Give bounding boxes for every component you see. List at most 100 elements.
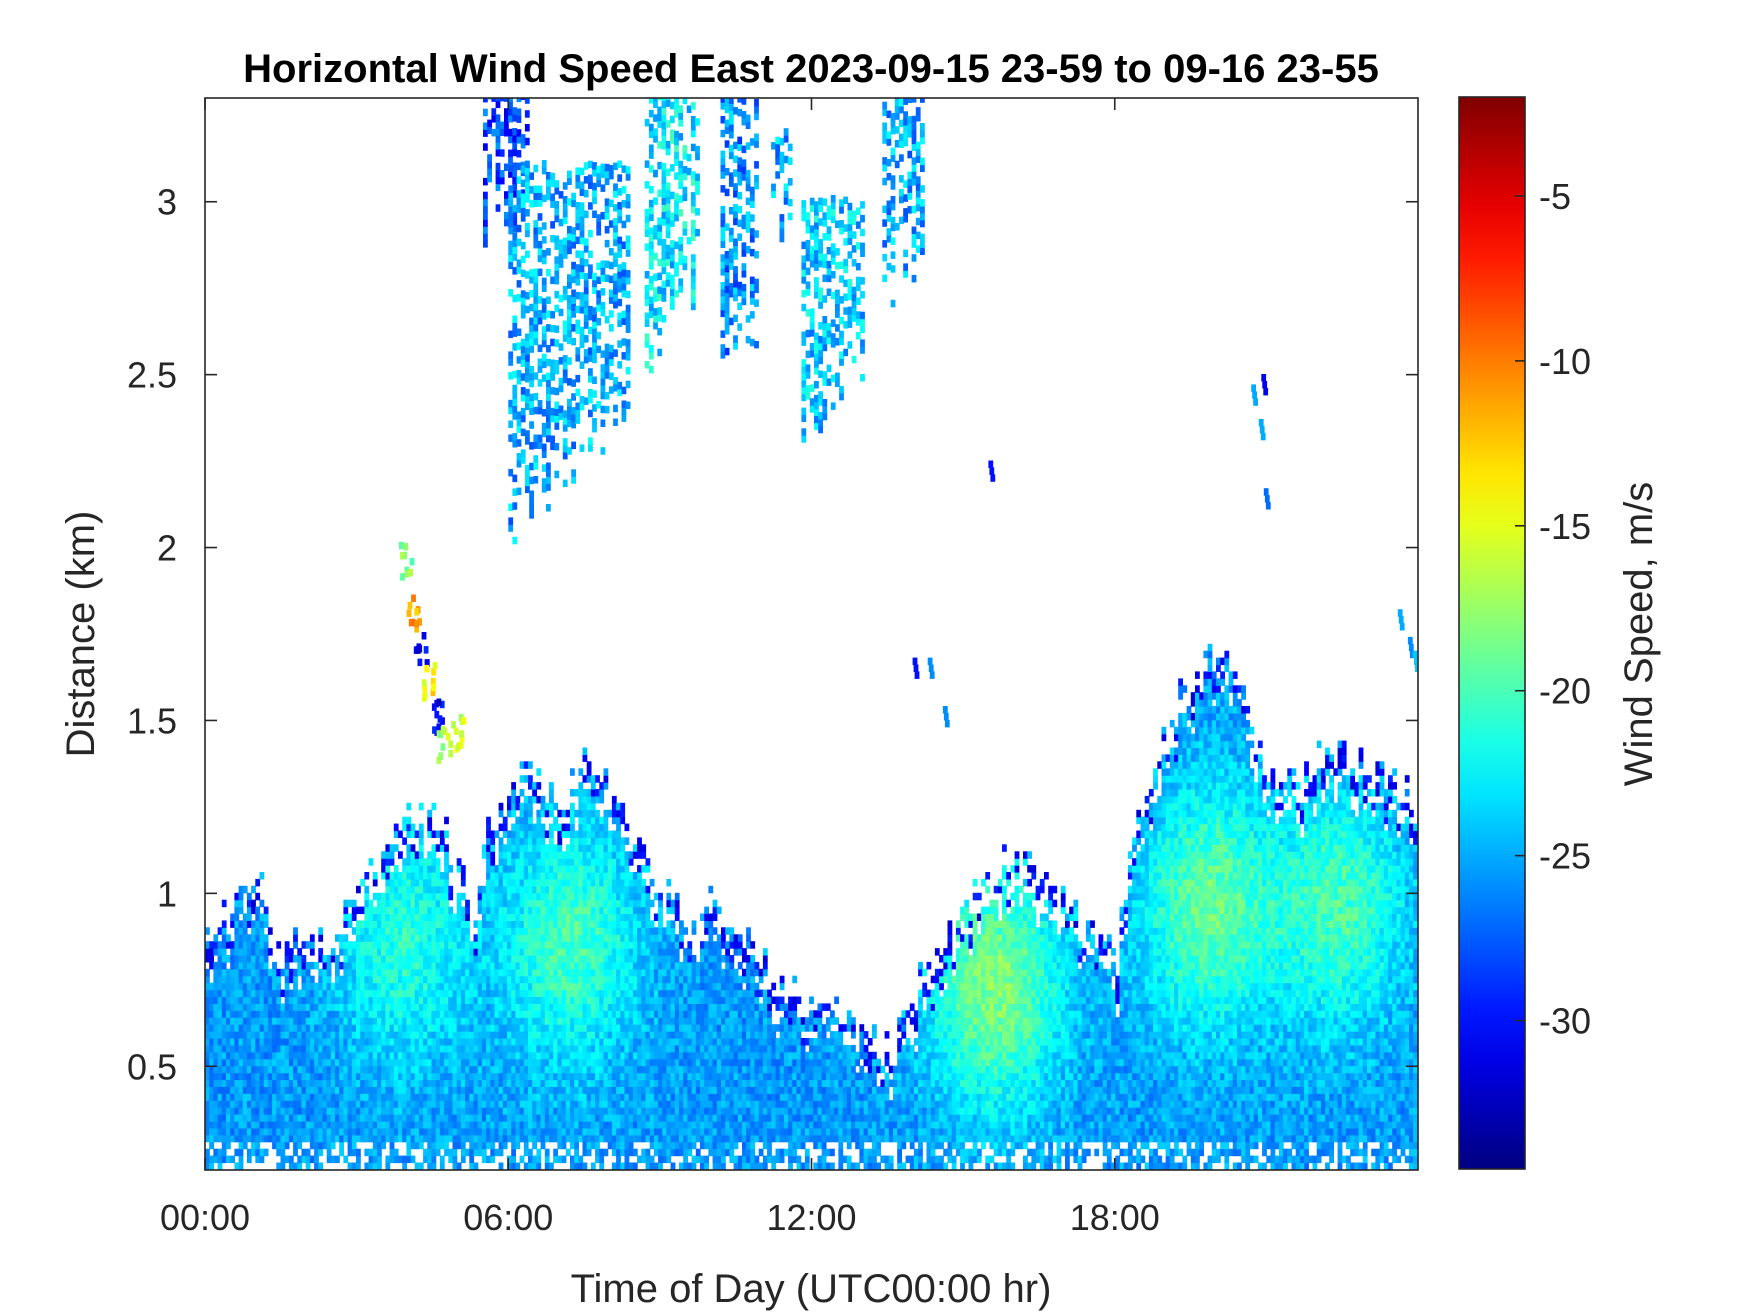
heatmap-cell-4635	[674, 1148, 680, 1157]
heatmap-cell-4419	[649, 1107, 655, 1115]
heatmap-cell-1392	[381, 1065, 386, 1074]
heatmap-cell-4902	[708, 1121, 714, 1129]
heatmap-cell-1321	[372, 1017, 378, 1025]
heatmap-cell-2832	[515, 899, 521, 908]
heatmap-cell-3137	[540, 1003, 546, 1011]
heatmap-cell-3714	[586, 885, 592, 894]
heatmap-cell-679	[288, 1024, 294, 1032]
heatmap-cell-3513	[574, 1162, 579, 1170]
heatmap-cell-3752	[590, 1010, 596, 1018]
heatmap-cell-1606	[402, 1100, 407, 1108]
heatmap-cell-3525	[574, 1079, 579, 1087]
heatmap-cell-2468	[486, 1058, 491, 1067]
heatmap-cell-2896	[519, 802, 525, 811]
heatmap-cell-3826	[595, 885, 600, 894]
heatmap-cell-1762	[414, 1010, 420, 1018]
heatmap-cell-1137	[351, 996, 357, 1004]
heatmap-cell-2749	[511, 1107, 516, 1115]
heatmap-cell-125	[217, 927, 223, 935]
heatmap-cell-2990	[528, 913, 533, 921]
heatmap-cell-4822	[695, 1003, 701, 1011]
heatmap-cell-3376	[561, 1072, 567, 1081]
heatmap-cell-3619	[582, 1162, 588, 1170]
heatmap-cell-2700	[507, 1086, 512, 1094]
heatmap-cell-1549	[393, 892, 399, 901]
heatmap-cell-677	[288, 1038, 294, 1046]
heatmap-cell-2255	[460, 989, 466, 998]
heatmap-cell-75	[213, 1058, 219, 1067]
heatmap-cell-3406	[561, 865, 567, 873]
heatmap-cell-2173	[452, 1031, 458, 1039]
heatmap-cell-2688	[502, 830, 508, 838]
heatmap-cell-3251	[549, 899, 554, 908]
heatmap-cell-3559	[574, 844, 579, 852]
heatmap-cell-4935	[712, 1155, 718, 1164]
heatmap-cell-2226	[456, 906, 462, 915]
heatmap-cell-3250	[549, 906, 554, 915]
heatmap-cell-3918	[603, 975, 609, 984]
heatmap-cell-322	[242, 1003, 248, 1011]
heatmap-cell-3366	[561, 1141, 567, 1150]
heatmap-cell-829	[309, 1017, 315, 1025]
heatmap-cell-3959	[607, 1051, 613, 1060]
heatmap-cell-912	[322, 1058, 328, 1067]
heatmap-cell-1162	[356, 1072, 361, 1081]
heatmap-cell-1106	[347, 968, 353, 977]
heatmap-cell-326	[242, 975, 248, 984]
heatmap-cell-4883	[704, 1010, 709, 1018]
heatmap-cell-3749	[590, 1031, 596, 1039]
heatmap-cell-1540	[393, 955, 399, 963]
heatmap-cell-3614	[578, 802, 584, 811]
heatmap-cell-1320	[372, 1024, 378, 1032]
heatmap-cell-1699	[410, 1121, 416, 1129]
heatmap-cell-2053	[439, 948, 445, 956]
heatmap-cell-4410	[645, 865, 651, 873]
heatmap-cell-4726	[683, 1010, 688, 1018]
heatmap-cell-3132	[540, 1038, 546, 1046]
heatmap-cell-763	[301, 1058, 307, 1067]
heatmap-cell-4108	[620, 1086, 626, 1094]
heatmap-cell-3835	[595, 823, 600, 832]
heatmap-cell-4873	[704, 1079, 709, 1087]
heatmap-cell-3919	[603, 968, 609, 977]
heatmap-cell-4164	[624, 1051, 630, 1060]
heatmap-cell-2352	[473, 1079, 479, 1087]
heatmap-cell-2526	[490, 1003, 496, 1011]
heatmap-cell-282	[238, 1024, 244, 1032]
heatmap-cell-457	[259, 1100, 265, 1108]
heatmap-cell-919	[322, 1010, 328, 1018]
heatmap-cell-2039	[439, 1044, 445, 1053]
heatmap-cell-3226	[549, 1072, 554, 1081]
heatmap-cell-2554	[494, 1127, 500, 1136]
heatmap-cell-4657	[674, 996, 680, 1004]
heatmap-cell-3151	[540, 906, 546, 915]
heatmap-cell-3375	[561, 1079, 567, 1087]
heatmap-cell-2991	[528, 906, 533, 915]
heatmap-cell-2120	[448, 1114, 454, 1122]
heatmap-cell-459	[259, 1086, 265, 1094]
heatmap-cell-2878	[519, 927, 525, 935]
heatmap-cell-2411	[477, 892, 483, 901]
heatmap-cell-2894	[519, 816, 525, 825]
heatmap-cell-4110	[620, 1072, 626, 1081]
heatmap-cell-2054	[439, 941, 445, 949]
heatmap-cell-3879	[599, 892, 605, 901]
heatmap-cell-315	[242, 1051, 248, 1060]
heatmap-cell-3754	[590, 996, 596, 1004]
heatmap-cell-1702	[410, 1100, 416, 1108]
heatmap-cell-2151	[448, 892, 454, 901]
heatmap-cell-4239	[628, 851, 634, 859]
heatmap-cell-2394	[477, 1017, 483, 1025]
heatmap-cell-283	[238, 1017, 244, 1025]
heatmap-cell-3379	[561, 1051, 567, 1060]
heatmap-cell-1154	[356, 1127, 361, 1136]
heatmap-cell-4090	[616, 851, 621, 859]
heatmap-cell-1096	[347, 1038, 353, 1046]
heatmap-cell-3114	[536, 795, 542, 804]
heatmap-cell-3974	[607, 948, 613, 956]
heatmap-cell-4951	[712, 1044, 718, 1053]
heatmap-cell-754	[301, 1121, 307, 1129]
heatmap-cell-4590	[666, 941, 672, 949]
heatmap-cell-4451	[653, 1141, 659, 1150]
heatmap-cell-3241	[549, 968, 554, 977]
